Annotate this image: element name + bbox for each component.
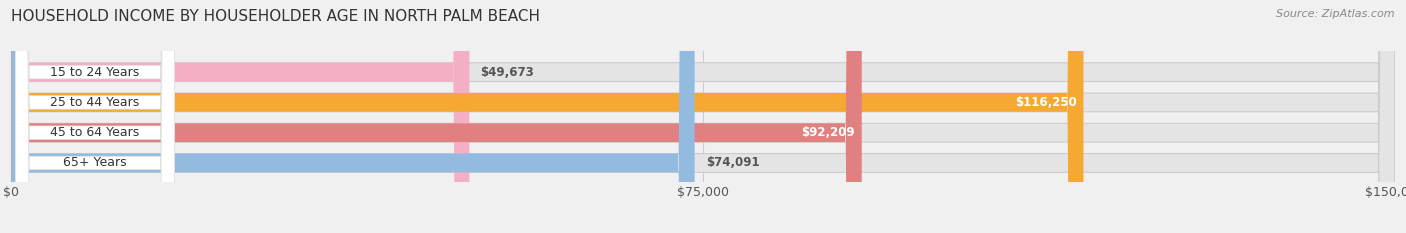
Text: 15 to 24 Years: 15 to 24 Years bbox=[51, 66, 139, 79]
FancyBboxPatch shape bbox=[15, 0, 174, 233]
Text: 45 to 64 Years: 45 to 64 Years bbox=[51, 126, 139, 139]
Text: 25 to 44 Years: 25 to 44 Years bbox=[51, 96, 139, 109]
FancyBboxPatch shape bbox=[11, 0, 1395, 233]
Text: HOUSEHOLD INCOME BY HOUSEHOLDER AGE IN NORTH PALM BEACH: HOUSEHOLD INCOME BY HOUSEHOLDER AGE IN N… bbox=[11, 9, 540, 24]
Text: 65+ Years: 65+ Years bbox=[63, 157, 127, 169]
FancyBboxPatch shape bbox=[11, 0, 1395, 233]
FancyBboxPatch shape bbox=[11, 0, 1395, 233]
Text: $74,091: $74,091 bbox=[706, 157, 759, 169]
Text: Source: ZipAtlas.com: Source: ZipAtlas.com bbox=[1277, 9, 1395, 19]
FancyBboxPatch shape bbox=[15, 0, 174, 233]
FancyBboxPatch shape bbox=[11, 0, 1084, 233]
FancyBboxPatch shape bbox=[11, 0, 862, 233]
FancyBboxPatch shape bbox=[11, 0, 470, 233]
FancyBboxPatch shape bbox=[11, 0, 1395, 233]
Text: $92,209: $92,209 bbox=[801, 126, 855, 139]
FancyBboxPatch shape bbox=[11, 0, 695, 233]
Text: $49,673: $49,673 bbox=[481, 66, 534, 79]
FancyBboxPatch shape bbox=[15, 0, 174, 233]
FancyBboxPatch shape bbox=[15, 0, 174, 233]
Text: $116,250: $116,250 bbox=[1015, 96, 1077, 109]
